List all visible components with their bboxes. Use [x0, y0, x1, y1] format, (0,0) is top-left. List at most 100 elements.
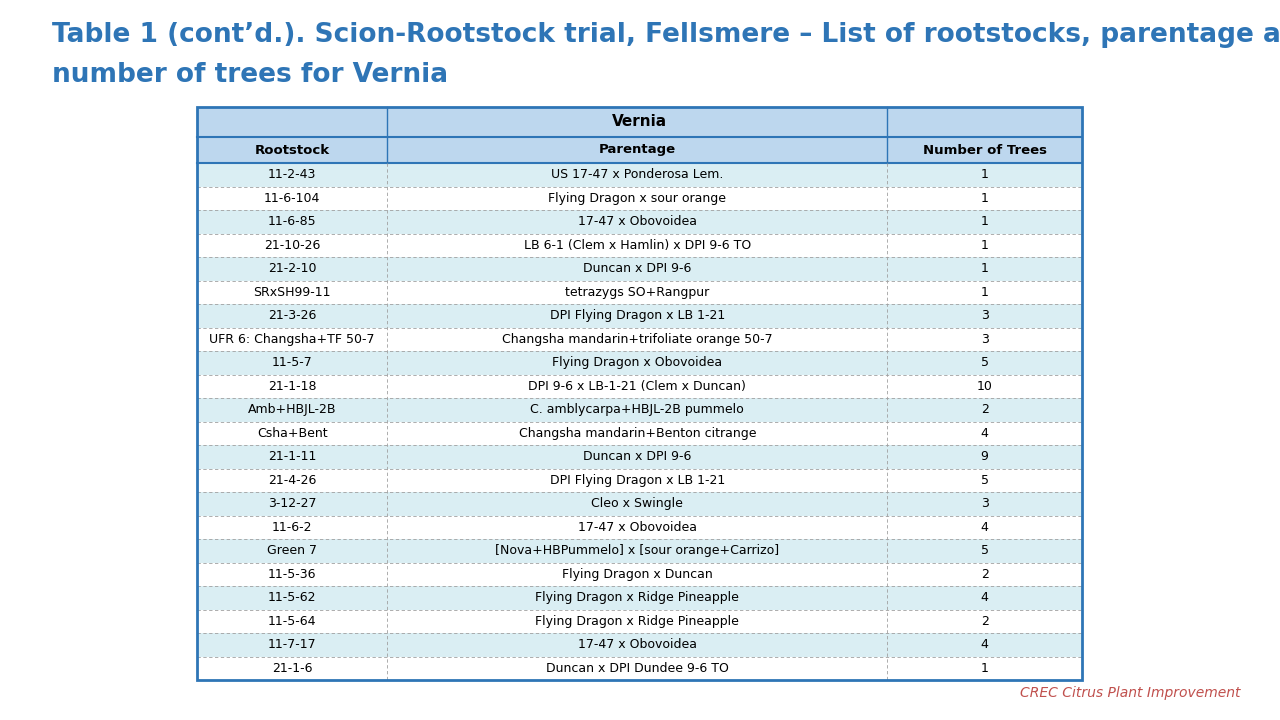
- Bar: [197, 107, 1082, 680]
- Bar: [197, 633, 1082, 657]
- Bar: [197, 374, 1082, 398]
- Text: 4: 4: [980, 638, 988, 652]
- Text: 11-5-64: 11-5-64: [268, 615, 316, 628]
- Text: US 17-47 x Ponderosa Lem.: US 17-47 x Ponderosa Lem.: [552, 168, 723, 181]
- Text: 2: 2: [980, 568, 988, 581]
- Bar: [197, 398, 1082, 421]
- Bar: [197, 539, 1082, 562]
- Text: Vernia: Vernia: [612, 114, 667, 130]
- Bar: [197, 281, 1082, 304]
- Text: 3: 3: [980, 310, 988, 323]
- Bar: [197, 610, 1082, 633]
- Text: SRxSH99-11: SRxSH99-11: [253, 286, 332, 299]
- Text: 11-7-17: 11-7-17: [268, 638, 316, 652]
- Text: 21-3-26: 21-3-26: [268, 310, 316, 323]
- Text: CREC Citrus Plant Improvement: CREC Citrus Plant Improvement: [1019, 686, 1240, 700]
- Text: Flying Dragon x Ridge Pineapple: Flying Dragon x Ridge Pineapple: [535, 591, 740, 604]
- Text: 2: 2: [980, 615, 988, 628]
- Bar: [197, 516, 1082, 539]
- Text: [Nova+HBPummelo] x [sour orange+Carrizo]: [Nova+HBPummelo] x [sour orange+Carrizo]: [495, 544, 780, 557]
- Text: 10: 10: [977, 379, 992, 392]
- Text: Changsha mandarin+Benton citrange: Changsha mandarin+Benton citrange: [518, 427, 756, 440]
- Text: Flying Dragon x Duncan: Flying Dragon x Duncan: [562, 568, 713, 581]
- Text: Cleo x Swingle: Cleo x Swingle: [591, 498, 684, 510]
- Text: 17-47 x Obovoidea: 17-47 x Obovoidea: [577, 521, 696, 534]
- Text: 11-5-36: 11-5-36: [268, 568, 316, 581]
- Text: C. amblycarpa+HBJL-2B pummelo: C. amblycarpa+HBJL-2B pummelo: [530, 403, 744, 416]
- Text: 17-47 x Obovoidea: 17-47 x Obovoidea: [577, 638, 696, 652]
- Text: Flying Dragon x Ridge Pineapple: Flying Dragon x Ridge Pineapple: [535, 615, 740, 628]
- Text: Number of Trees: Number of Trees: [923, 143, 1047, 156]
- Text: number of trees for Vernia: number of trees for Vernia: [52, 62, 448, 88]
- Text: 2: 2: [980, 403, 988, 416]
- Bar: [197, 586, 1082, 610]
- Bar: [388, 137, 887, 163]
- Text: 4: 4: [980, 427, 988, 440]
- Text: 21-1-11: 21-1-11: [268, 450, 316, 463]
- Text: 21-1-6: 21-1-6: [271, 662, 312, 675]
- Bar: [197, 562, 1082, 586]
- Text: Changsha mandarin+trifoliate orange 50-7: Changsha mandarin+trifoliate orange 50-7: [502, 333, 773, 346]
- Text: 11-2-43: 11-2-43: [268, 168, 316, 181]
- Text: DPI 9-6 x LB-1-21 (Clem x Duncan): DPI 9-6 x LB-1-21 (Clem x Duncan): [529, 379, 746, 392]
- Text: Green 7: Green 7: [268, 544, 317, 557]
- Bar: [197, 351, 1082, 374]
- Bar: [197, 163, 1082, 186]
- Text: 1: 1: [980, 192, 988, 204]
- Text: Duncan x DPI 9-6: Duncan x DPI 9-6: [584, 450, 691, 463]
- Text: 4: 4: [980, 591, 988, 604]
- Bar: [197, 304, 1082, 328]
- Text: 1: 1: [980, 262, 988, 275]
- Text: Duncan x DPI 9-6: Duncan x DPI 9-6: [584, 262, 691, 275]
- Text: Flying Dragon x Obovoidea: Flying Dragon x Obovoidea: [552, 356, 722, 369]
- Text: 3: 3: [980, 333, 988, 346]
- Text: 11-5-7: 11-5-7: [271, 356, 312, 369]
- Text: 9: 9: [980, 450, 988, 463]
- Bar: [197, 328, 1082, 351]
- Text: Flying Dragon x sour orange: Flying Dragon x sour orange: [548, 192, 726, 204]
- Text: 21-1-18: 21-1-18: [268, 379, 316, 392]
- Bar: [197, 137, 388, 163]
- Text: 11-6-104: 11-6-104: [264, 192, 320, 204]
- Text: 21-4-26: 21-4-26: [268, 474, 316, 487]
- Text: Parentage: Parentage: [599, 143, 676, 156]
- Text: 1: 1: [980, 168, 988, 181]
- Bar: [197, 469, 1082, 492]
- Bar: [197, 210, 1082, 233]
- Bar: [197, 657, 1082, 680]
- Text: 5: 5: [980, 356, 988, 369]
- Text: 5: 5: [980, 474, 988, 487]
- Text: LB 6-1 (Clem x Hamlin) x DPI 9-6 TO: LB 6-1 (Clem x Hamlin) x DPI 9-6 TO: [524, 239, 751, 252]
- Text: DPI Flying Dragon x LB 1-21: DPI Flying Dragon x LB 1-21: [549, 310, 724, 323]
- Text: 11-5-62: 11-5-62: [268, 591, 316, 604]
- Text: tetrazygs SO+Rangpur: tetrazygs SO+Rangpur: [566, 286, 709, 299]
- Bar: [197, 186, 1082, 210]
- Text: 21-10-26: 21-10-26: [264, 239, 320, 252]
- Text: 21-2-10: 21-2-10: [268, 262, 316, 275]
- Text: Table 1 (cont’d.). Scion-Rootstock trial, Fellsmere – List of rootstocks, parent: Table 1 (cont’d.). Scion-Rootstock trial…: [52, 22, 1280, 48]
- Text: 1: 1: [980, 662, 988, 675]
- Text: 11-6-85: 11-6-85: [268, 215, 316, 228]
- Text: 4: 4: [980, 521, 988, 534]
- Text: Duncan x DPI Dundee 9-6 TO: Duncan x DPI Dundee 9-6 TO: [545, 662, 728, 675]
- Text: Amb+HBJL-2B: Amb+HBJL-2B: [248, 403, 337, 416]
- Text: DPI Flying Dragon x LB 1-21: DPI Flying Dragon x LB 1-21: [549, 474, 724, 487]
- Bar: [197, 107, 1082, 137]
- Text: 5: 5: [980, 544, 988, 557]
- Text: 1: 1: [980, 239, 988, 252]
- Bar: [197, 421, 1082, 445]
- Bar: [197, 257, 1082, 281]
- Text: Csha+Bent: Csha+Bent: [257, 427, 328, 440]
- Text: Rootstock: Rootstock: [255, 143, 330, 156]
- Text: 11-6-2: 11-6-2: [271, 521, 312, 534]
- Bar: [197, 492, 1082, 516]
- Bar: [887, 137, 1082, 163]
- Text: 17-47 x Obovoidea: 17-47 x Obovoidea: [577, 215, 696, 228]
- Text: UFR 6: Changsha+TF 50-7: UFR 6: Changsha+TF 50-7: [210, 333, 375, 346]
- Text: 1: 1: [980, 215, 988, 228]
- Text: 3-12-27: 3-12-27: [268, 498, 316, 510]
- Text: 1: 1: [980, 286, 988, 299]
- Bar: [197, 233, 1082, 257]
- Bar: [197, 445, 1082, 469]
- Text: 3: 3: [980, 498, 988, 510]
